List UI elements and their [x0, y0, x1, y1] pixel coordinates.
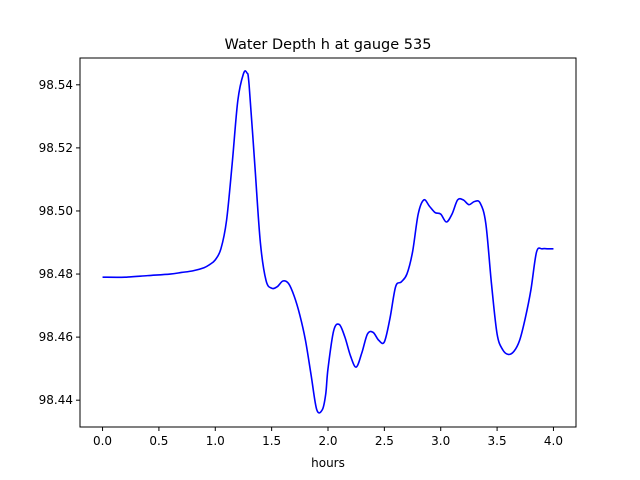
chart-title: Water Depth h at gauge 535: [225, 37, 432, 53]
x-tick-label: 2.5: [375, 434, 394, 448]
y-tick-label: 98.44: [39, 393, 73, 407]
x-tick-label: 2.0: [318, 434, 337, 448]
series-line-0: [102, 70, 554, 414]
y-tick-label: 98.54: [39, 78, 73, 92]
x-tick-label: 3.5: [488, 434, 507, 448]
x-tick-label: 1.0: [206, 434, 225, 448]
x-tick-label: 1.5: [262, 434, 281, 448]
x-tick-label: 3.0: [431, 434, 450, 448]
x-tick-label: 4.0: [544, 434, 563, 448]
y-tick-label: 98.50: [39, 204, 73, 218]
y-tick-label: 98.46: [39, 330, 73, 344]
x-tick-label: 0.0: [93, 434, 112, 448]
x-tick-label: 0.5: [149, 434, 168, 448]
y-tick-label: 98.52: [39, 141, 73, 155]
x-axis-label: hours: [311, 456, 345, 470]
y-tick-label: 98.48: [39, 267, 73, 281]
